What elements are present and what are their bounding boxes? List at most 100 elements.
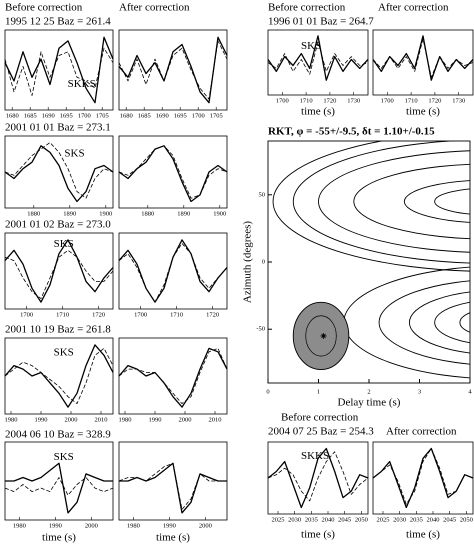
x-tick-label: 1700 (78, 112, 91, 119)
contour-area (272, 141, 470, 379)
column-title: Before correction (268, 2, 346, 14)
x-tick-label: 1685 (138, 112, 151, 119)
x-tick-label: 2040 (322, 516, 335, 523)
x-tick-label: 1700 (276, 97, 289, 104)
event-title: 2001 01 01 Baz = 273.1 (5, 122, 111, 134)
x-tick-label: 2025 (377, 516, 390, 523)
phase-label: SKS (301, 40, 321, 52)
phase-label: SKS (54, 238, 74, 250)
column-title: Before correction (281, 412, 359, 424)
event-title: 2004 06 10 Baz = 328.9 (5, 429, 111, 441)
x-tick-label: 2045 (443, 516, 456, 523)
x-tick-label: 1690 (42, 112, 55, 119)
x-tick-label: 2000 (179, 416, 192, 423)
x-tick-label: 1705 (210, 112, 223, 119)
y-axis-label: Azimuth (degrees) (242, 221, 254, 303)
x-tick-label: 1720 (92, 311, 105, 318)
estimate-star (320, 332, 327, 339)
event-title: 1995 12 25 Baz = 261.4 (5, 16, 111, 28)
x-tick-label: 2045 (338, 516, 351, 523)
x-tick-label: 1700 (192, 112, 205, 119)
column-title: After correction (386, 426, 457, 438)
panel-frame (118, 135, 228, 209)
x-tick-label: 1990 (35, 416, 48, 423)
x-tick-label: 2035 (410, 516, 423, 523)
x-tick-label: 2000 (65, 416, 78, 423)
contour-line (408, 291, 470, 354)
x-tick-label: 1 (317, 388, 320, 395)
phase-label: SKKS (301, 450, 329, 462)
column-title: After correction (378, 2, 449, 14)
x-tick-label: 1980 (13, 522, 26, 529)
x-tick-label: 1980 (5, 416, 18, 423)
column-title: Before correction (5, 2, 83, 14)
x-tick-label: 2050 (355, 516, 368, 523)
x-axis-label: time (s) (42, 532, 76, 544)
x-tick-label: 2000 (199, 522, 212, 529)
waveform (372, 447, 474, 509)
x-tick-label: 2040 (427, 516, 440, 523)
x-tick-label: 1900 (213, 210, 226, 217)
x-tick-label: 2000 (85, 522, 98, 529)
phase-label: SKKS (68, 78, 96, 90)
waveform (118, 36, 228, 104)
x-tick-label: 1695 (60, 112, 73, 119)
contour-line (292, 141, 470, 264)
x-tick-label: 1890 (177, 210, 190, 217)
waveform (372, 448, 474, 505)
x-tick-label: 1980 (119, 416, 132, 423)
waveform (4, 477, 114, 496)
x-tick-label: 1900 (99, 210, 112, 217)
x-tick-label: 1990 (163, 522, 176, 529)
waveform (4, 239, 114, 303)
waveform (4, 348, 114, 404)
x-tick-label: 1680 (6, 112, 19, 119)
x-axis-label: time (s) (406, 106, 440, 118)
waveform (118, 462, 227, 510)
x-axis-label: time (s) (406, 529, 440, 541)
x-tick-label: 4 (468, 388, 472, 395)
waveform (5, 462, 113, 514)
event-title: 2001 10 19 Baz = 261.8 (5, 324, 111, 336)
waveform (4, 249, 114, 299)
contour-line (318, 150, 470, 253)
panel-frame (4, 29, 114, 111)
waveform (4, 36, 114, 104)
contour-line (403, 180, 470, 223)
x-tick-label: 1710 (300, 97, 313, 104)
x-tick-label: 1705 (96, 112, 109, 119)
panel-frame (118, 232, 228, 310)
x-tick-label: 2030 (288, 516, 301, 523)
x-axis-label: time (s) (301, 529, 335, 541)
x-tick-label: 1720 (323, 97, 336, 104)
x-tick-label: 2035 (305, 516, 318, 523)
x-tick-label: 1700 (134, 311, 147, 318)
waveform (372, 35, 474, 81)
waveform (4, 145, 114, 203)
contour-line (434, 188, 470, 215)
waveform (118, 348, 228, 404)
x-tick-label: 1980 (127, 522, 140, 529)
x-tick-label: 1730 (452, 97, 465, 104)
event-title: 2001 01 02 Baz = 273.0 (5, 219, 111, 231)
confidence-inner (305, 315, 337, 357)
phase-label: SKS (64, 148, 84, 160)
event-title: 1996 01 01 Baz = 264.7 (268, 16, 374, 28)
contour-line (272, 141, 470, 272)
x-tick-label: 1990 (149, 416, 162, 423)
y-tick-label: 0 (262, 258, 265, 265)
waveform (372, 38, 474, 78)
x-tick-label: 1880 (27, 210, 40, 217)
x-tick-label: 1680 (120, 112, 133, 119)
x-axis-label: time (s) (156, 532, 190, 544)
panel-frame (118, 29, 228, 111)
x-tick-label: 1710 (405, 97, 418, 104)
waveform (267, 35, 369, 81)
x-tick-label: 1720 (206, 311, 219, 318)
x-tick-label: 1710 (170, 311, 183, 318)
column-title: After correction (119, 2, 190, 14)
waveform (4, 142, 114, 199)
contour-line (353, 163, 470, 240)
waveform (118, 347, 228, 408)
